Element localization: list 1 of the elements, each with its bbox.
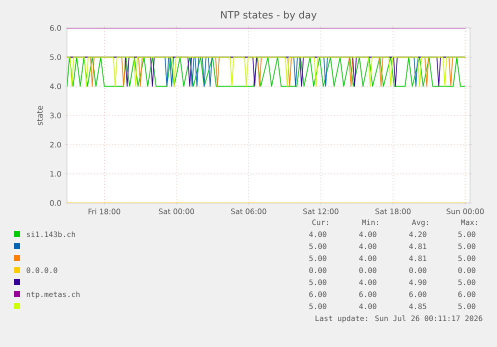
chart-title: NTP states - by day [221,10,317,21]
